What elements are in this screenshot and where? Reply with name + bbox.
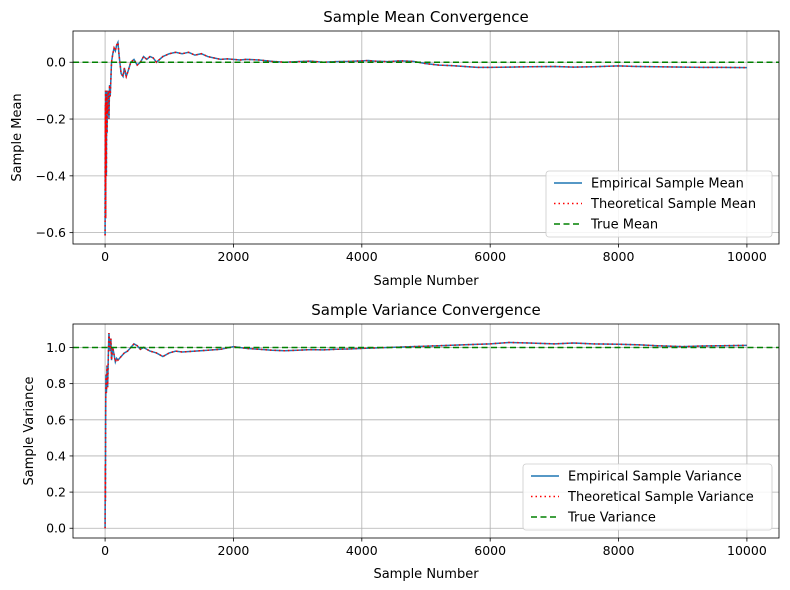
mean-axis-ticks: 0 2000 4000 6000 8000 10000 −0.6 −0.4 −0.2 0.0 <box>36 55 767 264</box>
mean-x-tick-label: 8000 <box>603 249 635 264</box>
mean-legend: Empirical Sample Mean Theoretical Sample … <box>545 170 773 238</box>
variance-y-tick-label: 1.0 <box>46 340 66 355</box>
variance-x-tick-label: 6000 <box>474 543 506 558</box>
variance-y-tick-label: 0.4 <box>46 448 66 463</box>
variance-legend-label: Empirical Sample Variance <box>568 470 742 485</box>
variance-x-tick-label: 2000 <box>218 543 250 558</box>
variance-y-tick-label: 0.2 <box>46 485 66 500</box>
variance-legend-label: Theoretical Sample Variance <box>567 490 754 505</box>
variance-legend: Empirical Sample Variance Theoretical Sam… <box>522 463 773 531</box>
mean-x-tick-label: 4000 <box>346 249 378 264</box>
variance-series-lines <box>73 332 779 529</box>
mean-series-1-line <box>104 39 747 236</box>
variance-y-tick-label: 0.6 <box>46 412 66 427</box>
variance-x-tick-label: 0 <box>101 543 109 558</box>
mean-y-axis-label: Sample Mean <box>10 93 25 181</box>
mean-legend-label: Empirical Sample Mean <box>591 177 744 192</box>
mean-plot-frame <box>72 30 780 245</box>
variance-convergence-panel: Sample Variance Convergence 0 2000 4000 600… <box>22 301 780 582</box>
mean-x-axis-label: Sample Number <box>373 274 479 289</box>
mean-series-lines <box>73 39 779 236</box>
mean-chart-title: Sample Mean Convergence <box>323 8 529 26</box>
mean-y-tick-label: −0.4 <box>36 168 66 183</box>
variance-y-tick-label: 0.8 <box>46 376 66 391</box>
mean-legend-label: True Mean <box>590 218 658 233</box>
variance-legend-box <box>522 463 773 531</box>
mean-y-tick-label: −0.6 <box>36 225 66 240</box>
variance-chart-title: Sample Variance Convergence <box>311 301 540 319</box>
variance-legend-label: True Variance <box>567 511 656 526</box>
variance-x-axis-label: Sample Number <box>373 567 479 582</box>
mean-x-tick-label: 6000 <box>474 249 506 264</box>
variance-y-tick-label: 0.0 <box>46 521 66 536</box>
mean-legend-label: Theoretical Sample Mean <box>590 197 756 212</box>
mean-y-tick-label: −0.2 <box>36 112 66 127</box>
mean-x-tick-label: 10000 <box>727 249 767 264</box>
variance-series-1-line <box>104 332 747 529</box>
variance-x-tick-label: 4000 <box>346 543 378 558</box>
mean-y-tick-label: 0.0 <box>46 55 66 70</box>
variance-y-axis-label: Sample Variance <box>22 376 37 485</box>
variance-x-tick-label: 10000 <box>727 543 767 558</box>
variance-axis-ticks: 0 2000 4000 6000 8000 10000 0.0 0.2 0.4 0.6 0.8 1.0 <box>46 340 767 558</box>
mean-legend-box <box>545 170 773 238</box>
mean-convergence-panel: Sample Mean Convergence 0 2000 4000 6000 800… <box>10 8 780 289</box>
mean-x-tick-label: 0 <box>101 249 109 264</box>
variance-plot-frame <box>72 323 780 539</box>
variance-x-tick-label: 8000 <box>603 543 635 558</box>
mean-x-tick-label: 2000 <box>218 249 250 264</box>
